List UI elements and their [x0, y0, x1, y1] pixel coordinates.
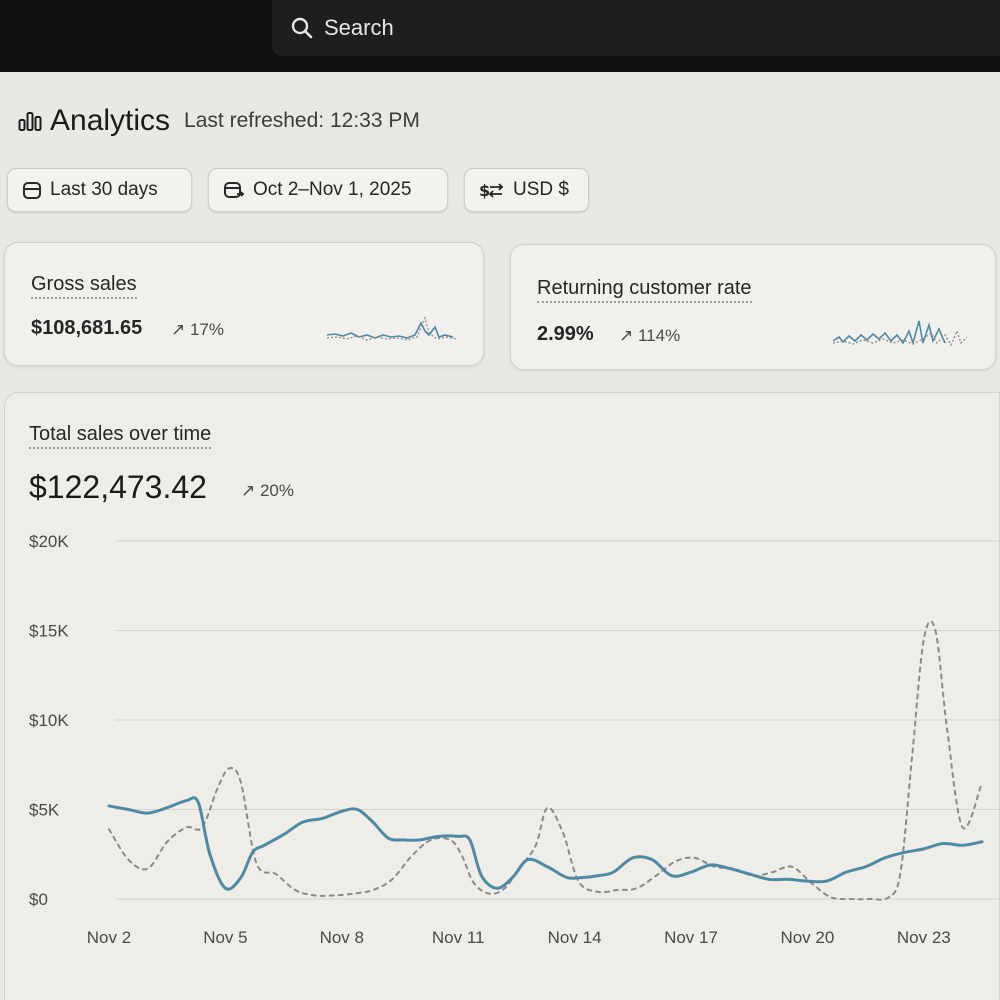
chart-title: Total sales over time: [29, 423, 212, 449]
arrow-up-right-icon: ↗: [171, 320, 190, 339]
gross-sales-sparkline: [326, 315, 458, 341]
x-tick-label: Nov 5: [203, 928, 247, 947]
gross-sales-label: Gross sales: [31, 273, 137, 299]
bar-chart-icon: [18, 112, 42, 131]
returning-rate-sparkline: [832, 320, 968, 347]
currency-exchange-icon: $: [479, 181, 504, 200]
x-tick-label: Nov 23: [897, 928, 951, 947]
arrow-up-right-icon: ↗: [619, 326, 638, 345]
y-tick-label: $10K: [29, 711, 69, 730]
returning-rate-delta: ↗ 114%: [619, 326, 680, 346]
returning-rate-label: Returning customer rate: [537, 277, 752, 303]
x-tick-label: Nov 17: [664, 928, 718, 947]
arrow-up-right-icon: ↗: [241, 481, 260, 500]
x-tick-label: Nov 11: [432, 928, 485, 947]
y-tick-label: $5K: [29, 801, 60, 820]
last-refreshed: Last refreshed: 12:33 PM: [184, 109, 420, 132]
chart-total-value: $122,473.42: [29, 469, 207, 505]
chart-delta-value: 20%: [259, 481, 294, 500]
returning-rate-delta-value: 114%: [637, 326, 681, 345]
x-tick-label: Nov 2: [87, 928, 131, 947]
gross-sales-delta-value: 17%: [189, 320, 224, 339]
currency-button[interactable]: $ USD $: [464, 168, 589, 212]
y-tick-label: $20K: [29, 532, 69, 551]
currency-label: USD $: [513, 179, 569, 200]
returning-customer-card[interactable]: Returning customer rate 2.99% ↗ 114%: [510, 244, 996, 370]
calendar-compare-icon: [224, 182, 245, 198]
gross-sales-delta: ↗ 17%: [171, 320, 224, 340]
current-series-line: [107, 796, 984, 891]
gross-sales-card[interactable]: Gross sales $108,681.65 ↗ 17%: [4, 242, 484, 366]
y-tick-label: $15K: [29, 622, 69, 641]
page-title: Analytics: [50, 104, 171, 137]
x-tick-label: Nov 20: [780, 928, 834, 947]
total-sales-line-chart[interactable]: $0 $5K $10K $15K $20K Nov 2 Nov 5 Nov 8 Nov 11 No…: [5, 393, 1000, 1000]
total-sales-chart-card: Total sales over time $122,473.42 ↗ 20% …: [4, 392, 1000, 1000]
chart-delta: ↗ 20%: [241, 481, 294, 501]
period-filter-button[interactable]: Last 30 days: [7, 168, 192, 212]
page-header: Analytics Last refreshed: 12:33 PM: [18, 104, 420, 138]
top-bar: Search: [0, 0, 1000, 72]
search-icon: [291, 17, 313, 39]
search-input[interactable]: Search: [272, 0, 1000, 56]
svg-text:$: $: [479, 181, 490, 200]
y-tick-label: $0: [29, 890, 48, 909]
x-tick-label: Nov 8: [320, 928, 364, 947]
period-label: Last 30 days: [50, 179, 158, 200]
calendar-icon: [23, 182, 41, 199]
comparison-series-line: [108, 620, 983, 901]
x-tick-label: Nov 14: [548, 928, 602, 947]
gross-sales-value: $108,681.65: [31, 317, 143, 339]
returning-rate-value: 2.99%: [537, 323, 594, 345]
date-range-label: Oct 2–Nov 1, 2025: [253, 179, 412, 200]
date-range-button[interactable]: Oct 2–Nov 1, 2025: [208, 168, 448, 212]
search-placeholder: Search: [324, 15, 394, 40]
